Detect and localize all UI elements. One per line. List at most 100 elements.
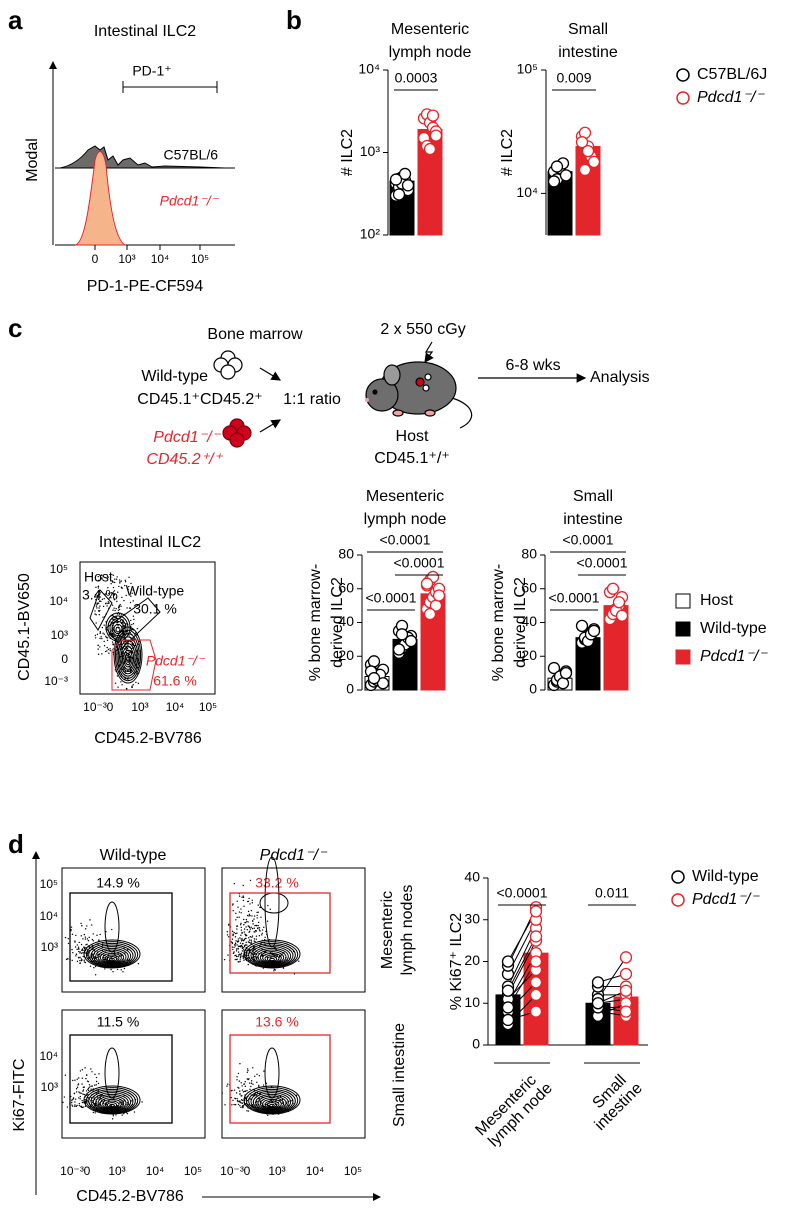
x-ticks: 10³ [118,252,135,266]
event-dot [125,651,127,654]
event-dot [246,1078,248,1080]
event-dot [120,605,122,608]
legend-marker [675,621,691,637]
event-dot [227,936,230,938]
event-dot [75,1091,78,1093]
event-dot [77,956,80,959]
event-dot [235,912,237,914]
event-dot [83,1093,85,1096]
event-dot [226,1085,228,1087]
event-dot [105,635,107,638]
y-axis-label: % bone marrow- [307,564,324,681]
event-dot [99,631,101,633]
event-dot [256,917,258,919]
event-dot [112,594,115,596]
event-dot [234,936,237,938]
event-dot [240,940,243,942]
y-label: CD45.1-BV650 [16,573,33,681]
data-point [376,677,390,690]
event-dot [240,922,242,925]
data-point [529,905,543,918]
event-dot [238,916,240,918]
contour [245,1087,299,1114]
event-dot [100,574,103,576]
event-dot [93,950,96,952]
event-dot [247,937,250,939]
samples: Pdcd1⁻/⁻ [160,193,220,209]
event-dot [239,945,242,947]
event-dot [236,1097,238,1100]
chart-title: Mesenteric [366,488,444,505]
event-dot [243,947,245,949]
name: Host [396,428,429,445]
event-dot [240,944,243,947]
chart: 10² 10³ 10⁴ Mesenteric lymph node # ILC2 0.000… [339,21,471,241]
event-dot [226,934,229,936]
contour [257,949,287,965]
event-dot [71,959,73,962]
contour [90,1090,134,1113]
event-dot [118,585,120,588]
event-dot [114,682,117,684]
panel-labels: a [8,5,23,35]
event-dot [251,902,253,904]
percents: 11.5 % [97,1014,140,1030]
axis-arrows [32,851,381,1201]
chart-title: lymph node [389,44,472,61]
data-point [619,984,633,997]
event-dot [132,684,134,686]
contour [83,1085,141,1115]
event-dot [98,956,100,958]
event-dot [116,621,118,624]
event-dot [94,1112,96,1114]
event-dot [72,951,74,954]
event-dot [257,911,259,913]
event-dot [93,1084,96,1086]
event-dot [237,938,240,940]
event-dot [91,938,94,941]
event-dot [253,940,255,942]
event-dot [243,918,245,921]
event-dot [74,1105,76,1108]
event-dot [256,1081,258,1083]
x-label: PD-1-PE-CF594 [87,278,204,295]
event-dot [255,938,258,940]
event-dot [252,951,255,953]
event-dot [96,607,98,609]
event-dot [265,1103,267,1106]
event-dot [88,936,90,939]
y-tick-label: 40 [464,869,480,885]
event-dot [97,579,100,582]
data-point [392,643,406,656]
x-tick-label: 10⁴ [306,1164,325,1178]
event-dot [250,939,252,941]
event-dot [246,914,249,917]
event-dot [245,926,247,928]
event-dot [82,1086,85,1089]
y-tick-label: 0 [472,1036,480,1052]
event-dot [75,1105,78,1108]
event-dot [239,1093,241,1095]
contour [248,942,296,968]
event-dot [235,948,238,950]
event-dot [235,919,237,921]
gate [229,892,331,974]
event-dot [232,934,234,937]
event-dot [298,960,300,962]
event-dot [91,1100,93,1102]
event-dot [125,585,128,587]
event-dot [234,943,237,945]
event-dot [128,651,131,654]
event-dot [78,1097,80,1099]
event-dot [128,576,130,579]
event-dot [250,941,253,943]
y-tick-label: 80 [338,546,354,562]
event-dot [134,632,137,634]
event-dot [94,1073,96,1076]
x-tick-label: 10⁴ [146,1164,165,1178]
event-dot [238,911,241,913]
event-dot [258,934,261,937]
title: Intestinal ILC2 [99,534,201,551]
event-dot [71,1104,73,1106]
event-dot [87,939,90,942]
